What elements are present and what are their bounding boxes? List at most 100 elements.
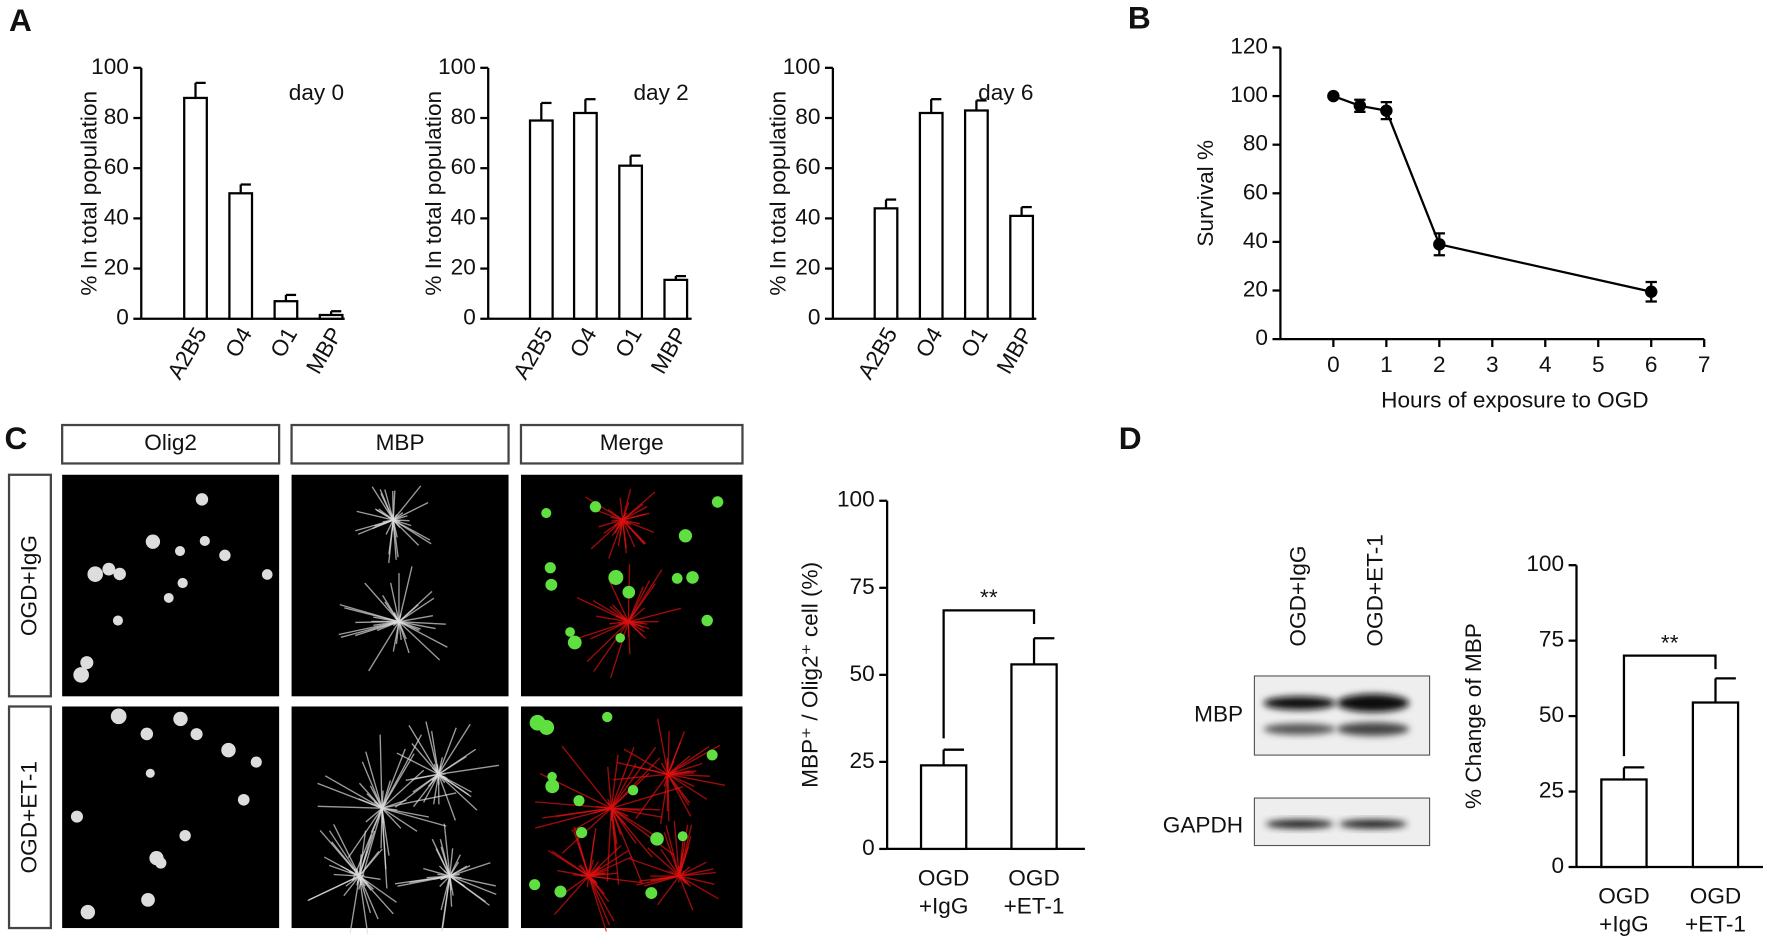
column-header-box bbox=[519, 423, 744, 465]
bar bbox=[919, 764, 968, 851]
process bbox=[586, 621, 629, 663]
bar bbox=[228, 192, 254, 320]
nucleus bbox=[686, 571, 699, 584]
process bbox=[577, 621, 629, 640]
process bbox=[392, 502, 429, 521]
x-tick-label: O4 bbox=[220, 323, 257, 362]
process bbox=[358, 782, 383, 809]
bar bbox=[273, 300, 299, 320]
x-tick-label: MBP bbox=[992, 323, 1038, 378]
process bbox=[381, 769, 425, 809]
process bbox=[561, 745, 612, 809]
x-axis-label: Hours of exposure to OGD bbox=[1381, 387, 1648, 412]
y-tick-label: 120 bbox=[1230, 33, 1268, 58]
process bbox=[381, 807, 402, 829]
process bbox=[588, 875, 608, 932]
process bbox=[678, 835, 692, 877]
process bbox=[588, 875, 598, 885]
process bbox=[423, 773, 440, 803]
nucleus bbox=[567, 635, 582, 650]
process bbox=[398, 597, 435, 623]
process bbox=[437, 727, 457, 775]
process bbox=[612, 773, 668, 781]
x-tick-label: 3 bbox=[1486, 352, 1499, 377]
process bbox=[660, 762, 669, 775]
process bbox=[438, 748, 477, 775]
process bbox=[620, 616, 629, 623]
nucleus bbox=[174, 545, 186, 557]
y-tick-label: 100 bbox=[783, 54, 821, 79]
process bbox=[389, 582, 400, 622]
process bbox=[381, 790, 384, 809]
process bbox=[647, 847, 680, 877]
process bbox=[627, 621, 644, 637]
process bbox=[585, 496, 624, 521]
process bbox=[358, 798, 383, 809]
y-tick-label: 100 bbox=[1526, 551, 1564, 576]
process bbox=[609, 581, 629, 622]
nucleus bbox=[102, 562, 116, 576]
process bbox=[610, 754, 619, 809]
y-tick-label: 0 bbox=[463, 305, 476, 330]
bar bbox=[618, 164, 644, 320]
process bbox=[667, 773, 690, 806]
process bbox=[398, 621, 446, 625]
process bbox=[396, 752, 439, 775]
nucleus bbox=[622, 585, 636, 599]
process bbox=[667, 773, 692, 817]
process bbox=[656, 718, 669, 775]
y-tick-label: 50 bbox=[850, 661, 875, 686]
nucleus bbox=[678, 529, 693, 543]
bar bbox=[1691, 701, 1740, 869]
process bbox=[381, 748, 406, 809]
y-tick-label: 20 bbox=[451, 255, 476, 280]
x-tick-label: OGD bbox=[918, 865, 969, 890]
process bbox=[358, 875, 379, 920]
process bbox=[609, 621, 629, 679]
process bbox=[667, 745, 710, 775]
process bbox=[398, 621, 436, 630]
process bbox=[635, 773, 669, 820]
x-tick-label: +IgG bbox=[1599, 912, 1649, 937]
process bbox=[678, 861, 707, 877]
process bbox=[331, 841, 360, 877]
x-tick-label: OGD bbox=[1690, 883, 1741, 908]
row-header: OGD+IgG bbox=[16, 535, 41, 636]
nucleus bbox=[145, 768, 155, 778]
process bbox=[634, 765, 669, 775]
nucleus bbox=[671, 573, 683, 584]
process bbox=[359, 875, 381, 881]
bar bbox=[183, 96, 208, 320]
process bbox=[610, 808, 620, 885]
nucleus bbox=[195, 493, 209, 506]
process bbox=[580, 864, 590, 877]
process bbox=[358, 875, 372, 891]
y-axis-label: Survival % bbox=[1193, 140, 1218, 247]
process bbox=[614, 519, 624, 534]
process bbox=[379, 489, 394, 521]
process bbox=[438, 764, 500, 775]
process bbox=[358, 850, 368, 877]
process bbox=[629, 858, 680, 877]
y-tick-label: 20 bbox=[104, 255, 129, 280]
bar bbox=[663, 278, 689, 320]
micrograph bbox=[520, 706, 743, 929]
process bbox=[622, 512, 650, 521]
band bbox=[1336, 722, 1410, 736]
significance-bracket bbox=[942, 609, 1036, 739]
process bbox=[449, 875, 490, 906]
annotation: day 2 bbox=[633, 80, 688, 105]
nucleus bbox=[140, 727, 154, 741]
process bbox=[667, 741, 682, 775]
process bbox=[611, 807, 663, 818]
process bbox=[358, 830, 367, 877]
process bbox=[392, 519, 420, 546]
significance-label: ** bbox=[1661, 630, 1679, 655]
process bbox=[393, 612, 400, 623]
process bbox=[398, 621, 448, 648]
nucleus bbox=[547, 771, 557, 782]
process bbox=[660, 849, 680, 877]
process bbox=[348, 870, 360, 877]
nucleus bbox=[179, 829, 191, 842]
process bbox=[392, 485, 422, 521]
